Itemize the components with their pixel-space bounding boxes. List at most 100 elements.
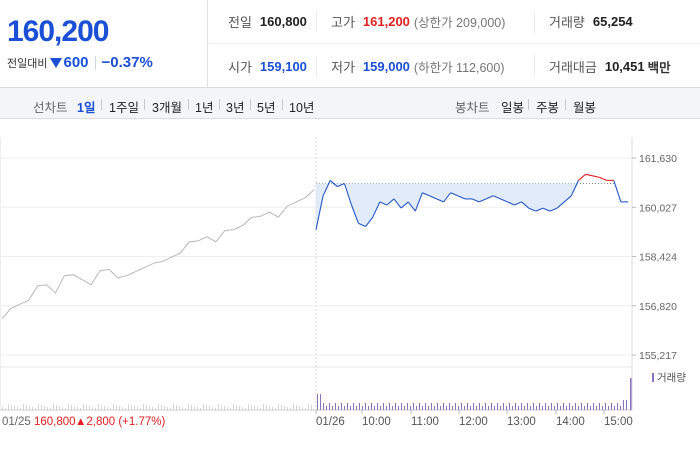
volume-bar (191, 405, 192, 410)
volume-bar (440, 406, 441, 410)
amount-value: 10,451 (604, 58, 645, 74)
today-line-segment (379, 201, 388, 206)
x-tick-label: 12:00 (459, 416, 488, 428)
y-tick-label: 156,820 (639, 301, 677, 313)
volume-bar (302, 407, 303, 410)
volume-legend: 거래량 (657, 372, 686, 384)
volume-bar (485, 403, 486, 410)
today-line-segment (478, 198, 487, 203)
volume-bar (125, 408, 126, 410)
volume-bar (113, 404, 114, 410)
volume-bar (608, 406, 609, 410)
volume-bar (428, 406, 429, 410)
volume-bar (578, 406, 579, 410)
today-line-segment (471, 198, 480, 203)
toolbar-divider (101, 99, 102, 110)
line-chart-label: 선차트 (33, 101, 68, 115)
x-tick-label: 15:00 (604, 416, 633, 428)
x-tick-label: 14:00 (556, 416, 585, 428)
volume-bar (497, 403, 498, 410)
volume-bar (119, 406, 120, 410)
volume-bar (227, 407, 228, 410)
volume-bar (257, 407, 258, 410)
volume-bar (299, 406, 300, 410)
tab-candle-daily[interactable]: 일봉 (501, 101, 525, 115)
volume-bar (473, 403, 474, 410)
volume-bar (50, 408, 51, 410)
tab-period-3y[interactable]: 3년 (226, 101, 245, 115)
volume-bars (2, 378, 632, 410)
toolbar-divider (188, 99, 189, 110)
volume-label: 거래량 (549, 15, 585, 30)
volume-bar (431, 403, 432, 410)
volume-bar (446, 406, 447, 410)
volume-bar (488, 406, 489, 410)
volume-bar (149, 406, 150, 410)
volume-bar (281, 405, 282, 410)
volume-bar (158, 404, 159, 410)
volume-bar (476, 406, 477, 410)
volume-bar (566, 406, 567, 410)
volume-bar (14, 406, 15, 410)
volume-bar (305, 408, 306, 410)
volume-bar (410, 406, 411, 410)
volume-bar (101, 405, 102, 410)
today-line-segment (507, 201, 515, 206)
volume-bar (164, 406, 165, 410)
volume-bar (455, 403, 456, 410)
volume-bar (80, 408, 81, 410)
price-chart[interactable]: 161,630 160,027 158,424 156,820 155,217 01/2… (0, 120, 700, 450)
volume-bar (359, 403, 360, 410)
volume-bar (248, 404, 249, 410)
volume-bar (503, 403, 504, 410)
volume-bar (491, 403, 492, 410)
tab-period-1d[interactable]: 1일 (77, 101, 96, 115)
volume-bar (335, 403, 336, 410)
tab-period-10y[interactable]: 10년 (289, 101, 315, 115)
tab-candle-monthly[interactable]: 월봉 (573, 101, 597, 115)
volume-bar (152, 407, 153, 410)
volume-bar (596, 406, 597, 410)
volume-bar (8, 404, 9, 410)
tab-period-5y[interactable]: 5년 (257, 101, 276, 115)
price-chart-svg: 161,630 160,027 158,424 156,820 155,217 01/2… (0, 137, 686, 428)
today-line-segment (578, 173, 586, 181)
volume-bar (515, 403, 516, 410)
toolbar-divider (565, 99, 566, 110)
volume-bar (104, 406, 105, 410)
y-tick-label: 160,027 (639, 202, 677, 214)
volume-bar (587, 403, 588, 410)
volume-bar (425, 403, 426, 410)
y-tick-label: 155,217 (639, 350, 677, 362)
volume-bar (548, 406, 549, 410)
low-stat: 저가 159,000 (하한가 112,600) (317, 55, 535, 77)
volume-bar (437, 403, 438, 410)
volume-bar (206, 405, 207, 410)
volume-bar (200, 408, 201, 410)
today-line-segment (570, 180, 579, 197)
tab-candle-weekly[interactable]: 주봉 (536, 101, 560, 115)
amount-label: 거래대금 (549, 59, 597, 75)
y-tick-label: 161,630 (639, 153, 677, 165)
volume-bar (173, 404, 174, 410)
tab-period-1y[interactable]: 1년 (195, 101, 214, 115)
volume-bar (188, 404, 189, 410)
volume-bar (350, 406, 351, 410)
volume-bar (65, 408, 66, 410)
tab-period-1w[interactable]: 1주일 (109, 101, 139, 115)
volume-bar (623, 400, 624, 410)
volume-bar (155, 408, 156, 410)
volume-bar (317, 394, 318, 410)
volume-bar (590, 406, 591, 410)
quote-header: 160,200 전일대비 600 −0.37% 전일 160,800 고가 16… (0, 0, 700, 88)
volume-bar (347, 403, 348, 410)
today-line-segment (563, 195, 572, 203)
tab-period-3m[interactable]: 3개월 (152, 101, 182, 115)
volume-bar (581, 403, 582, 410)
prev-day-label: 01/25 (2, 416, 31, 428)
change-amount: 600 (63, 54, 89, 71)
volume-bar (404, 406, 405, 410)
volume-bar (116, 405, 117, 410)
volume-bar (287, 407, 288, 410)
toolbar-divider (528, 99, 529, 110)
